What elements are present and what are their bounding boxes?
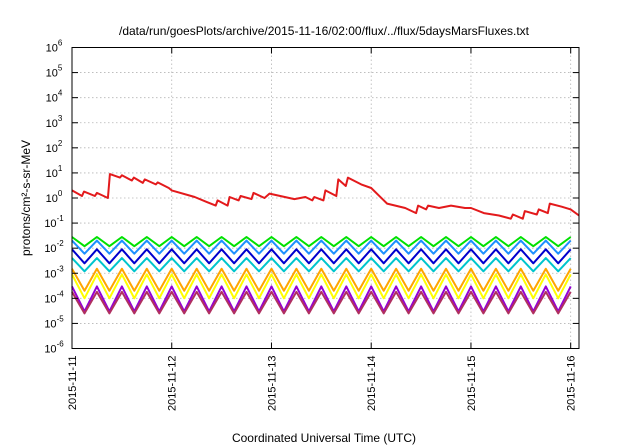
y-tick-label: 106: [46, 39, 63, 55]
x-axis-label: Coordinated Universal Time (UTC): [232, 431, 416, 445]
series-line-8: [71, 285, 572, 313]
y-tick-label: 10-6: [44, 340, 64, 356]
y-tick-label: 10-3: [44, 264, 64, 280]
series-group: [71, 173, 580, 315]
x-tick-label: 2015-11-13: [266, 356, 278, 411]
x-tick-label: 2015-11-15: [466, 356, 478, 411]
x-tick-label: 2015-11-11: [67, 356, 79, 411]
x-tick-label: 2015-11-14: [366, 356, 378, 411]
y-tick-label: 10-1: [44, 214, 64, 230]
y-tick-label: 100: [46, 189, 63, 205]
y-axis-label: protons/cm²-s-sr-MeV: [19, 140, 33, 256]
x-axis: 2015-11-11 2015-11-12 2015-11-13 2015-11-14…: [67, 47, 578, 411]
chart-title: /data/run/goesPlots/archive/2015-11-16/0…: [119, 24, 530, 38]
series-line-2: [71, 236, 572, 248]
y-axis: 10-6 10-5 10-4 10-3 10-2 10-1 100 101 102 103 104 1…: [44, 39, 579, 356]
y-tick-label: 102: [46, 139, 63, 155]
y-tick-label: 104: [46, 89, 63, 105]
y-tick-label: 10-2: [44, 239, 64, 255]
x-tick-label: 2015-11-16: [566, 356, 578, 411]
series-line-4: [71, 248, 572, 265]
y-tick-label: 10-4: [44, 289, 64, 305]
y-tick-label: 103: [46, 114, 63, 130]
series-line-5: [71, 257, 572, 273]
series-line-6: [71, 267, 572, 292]
y-tick-label: 101: [46, 164, 63, 180]
series-line-7: [71, 273, 572, 300]
series-line-9: [71, 290, 572, 315]
series-line-1: [71, 173, 580, 220]
series-line-3: [71, 239, 572, 255]
y-tick-label: 10-5: [44, 314, 64, 330]
x-tick-label: 2015-11-12: [167, 356, 179, 411]
y-tick-label: 105: [46, 64, 63, 80]
